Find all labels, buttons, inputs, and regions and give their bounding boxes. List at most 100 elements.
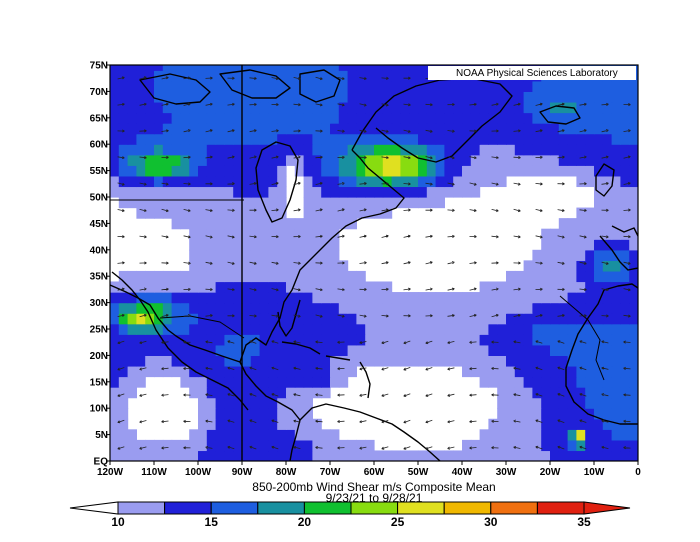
- field-cell: [523, 450, 533, 461]
- field-cell: [462, 313, 472, 325]
- field-cell: [470, 323, 481, 335]
- field-cell: [602, 197, 613, 209]
- field-cell: [391, 165, 401, 177]
- field-cell: [303, 123, 313, 135]
- field-cell: [233, 429, 243, 441]
- field-cell: [233, 249, 243, 261]
- field-cell: [259, 450, 269, 461]
- field-cell: [347, 207, 357, 219]
- coastlines: [110, 69, 638, 461]
- field-cell: [198, 249, 208, 261]
- wind-vector: [117, 419, 125, 424]
- field-cell: [180, 197, 190, 209]
- credit-text: NOAA Physical Sciences Laboratory: [456, 68, 618, 79]
- field-cell: [488, 123, 498, 135]
- wind-vector: [425, 393, 433, 397]
- field-cell: [374, 154, 384, 166]
- field-cell: [365, 292, 375, 304]
- wind-vector: [557, 287, 565, 291]
- field-cell: [435, 344, 445, 356]
- field-cell: [215, 365, 225, 378]
- field-cell: [629, 133, 638, 145]
- field-cell: [594, 270, 604, 283]
- field-cell: [224, 207, 234, 219]
- field-cell: [532, 91, 542, 103]
- field-cell: [479, 302, 489, 314]
- field-cell: [382, 292, 393, 304]
- field-cell: [118, 65, 129, 71]
- field-cell: [391, 70, 401, 82]
- wind-vector: [513, 182, 521, 186]
- field-cell: [215, 101, 225, 114]
- field-cell: [189, 123, 199, 135]
- field-cell: [409, 65, 419, 71]
- field-cell: [629, 144, 638, 156]
- field-cell: [514, 365, 525, 378]
- field-cell: [215, 228, 225, 240]
- field-cell: [242, 239, 252, 251]
- field-cell: [629, 228, 638, 240]
- field-cell: [444, 302, 454, 314]
- field-cell: [585, 144, 595, 156]
- field-cell: [180, 439, 190, 452]
- field-cell: [453, 323, 463, 335]
- field-cell: [136, 165, 146, 177]
- wind-vector: [117, 261, 125, 265]
- field-cell: [365, 91, 375, 103]
- wind-vector: [381, 446, 389, 450]
- field-cell: [611, 376, 621, 388]
- field-cell: [470, 292, 481, 304]
- field-cell: [303, 239, 313, 251]
- field-cell: [233, 344, 243, 356]
- field-cell: [154, 323, 164, 335]
- field-cell: [470, 112, 481, 124]
- field-cell: [154, 133, 164, 145]
- field-cell: [321, 292, 331, 304]
- wind-vector: [557, 261, 565, 265]
- field-cell: [286, 228, 296, 240]
- field-cell: [409, 165, 419, 177]
- field-cell: [462, 292, 472, 304]
- field-cell: [136, 80, 146, 92]
- wind-vector: [601, 102, 609, 107]
- wind-vector: [315, 181, 323, 185]
- wind-vector: [139, 209, 147, 212]
- field-cell: [277, 133, 287, 145]
- wind-vector: [183, 393, 191, 397]
- field-cell: [268, 313, 278, 325]
- wind-vector: [425, 446, 433, 450]
- field-cell: [558, 302, 569, 314]
- field-cell: [303, 228, 313, 240]
- field-cell: [303, 133, 313, 145]
- field-cell: [602, 439, 613, 452]
- wind-vector: [513, 235, 521, 239]
- field-cell: [453, 123, 463, 135]
- field-cell: [330, 260, 340, 272]
- field-cell: [365, 355, 375, 367]
- field-cell: [620, 365, 630, 378]
- field-cell: [558, 418, 569, 430]
- field-cell: [594, 123, 604, 135]
- field-cell: [224, 355, 234, 367]
- wind-vector: [425, 287, 433, 291]
- field-cell: [268, 270, 278, 283]
- field-cell: [233, 376, 243, 388]
- field-cell: [154, 186, 164, 198]
- wind-vector: [139, 313, 147, 318]
- field-cell: [514, 418, 525, 430]
- field-cell: [374, 344, 384, 356]
- field-cell: [426, 112, 437, 124]
- field-cell: [347, 270, 357, 283]
- field-cell: [268, 123, 278, 135]
- field-cell: [162, 133, 173, 145]
- wind-vector: [271, 366, 279, 371]
- field-cell: [532, 154, 542, 166]
- field-cell: [576, 207, 586, 219]
- field-cell: [550, 165, 560, 177]
- field-cell: [435, 144, 445, 156]
- field-cell: [312, 260, 322, 272]
- field-cell: [356, 101, 366, 114]
- field-cell: [488, 144, 498, 156]
- field-cell: [189, 281, 199, 293]
- field-cell: [453, 292, 463, 304]
